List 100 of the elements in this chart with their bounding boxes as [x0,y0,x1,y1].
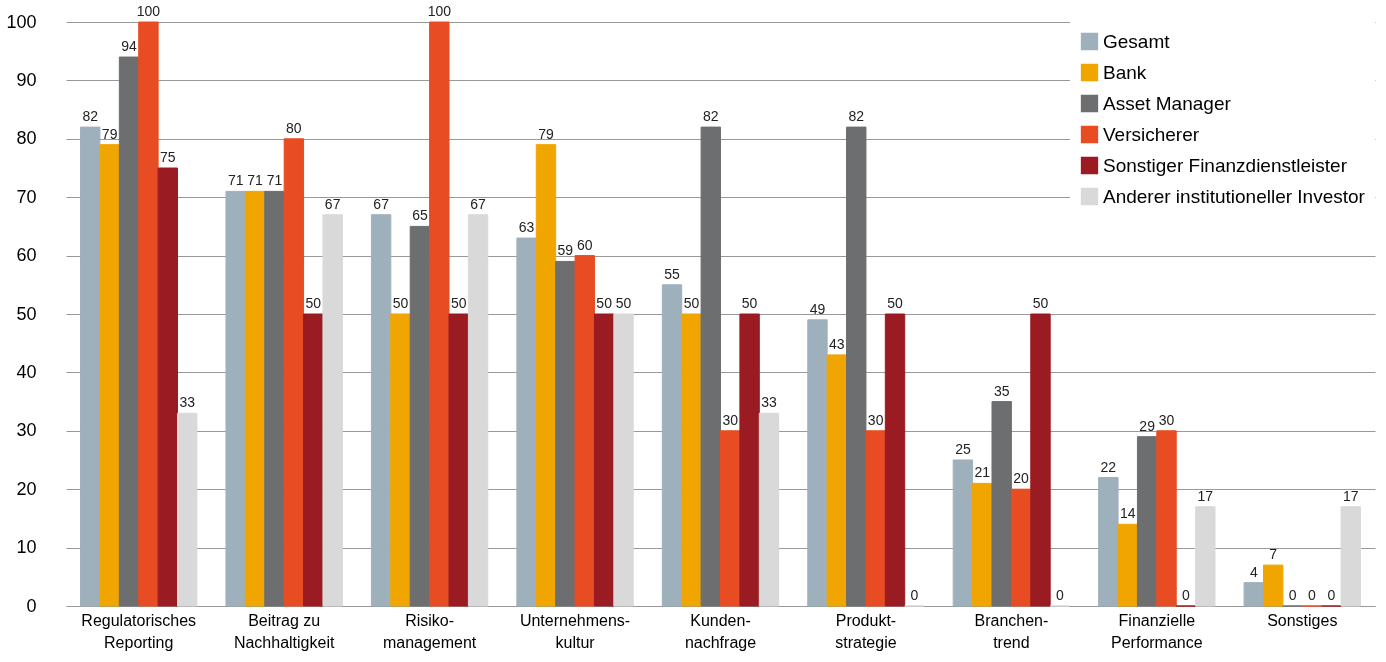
bar [1243,582,1264,607]
bar [1195,506,1216,607]
y-tick-label: 40 [16,361,37,382]
bar [1098,477,1119,607]
bar [244,190,266,607]
data-label: 50 [392,295,409,311]
bar [177,412,198,607]
data-label: 49 [809,300,826,317]
x-tick-label: Risiko- management [382,611,477,651]
y-tick-label: 90 [16,69,37,90]
data-label: 82 [703,108,719,125]
x-tick-label: Sonstiges [1267,611,1338,629]
x-tick-label: Branchen- trend [974,611,1049,651]
data-label: 22 [1100,458,1117,475]
data-label: 35 [993,382,1010,399]
data-label: 100 [427,3,452,19]
bar [739,313,760,607]
bar [390,313,411,607]
data-label: 21 [974,464,991,481]
data-label: 50 [887,295,904,311]
legend-label: Versicherer [1103,123,1200,145]
bar [80,126,101,607]
bar [593,313,615,607]
bar [370,214,392,607]
data-label: 30 [867,411,884,428]
data-label: 0 [1327,587,1336,603]
bar [1030,313,1051,607]
bar [1010,488,1032,607]
legend-label: Asset Manager [1103,92,1232,114]
data-label: 71 [247,172,264,189]
bar [138,21,159,607]
data-label: 80 [286,119,302,136]
data-label: 17 [1197,487,1214,504]
data-label: 75 [160,149,176,165]
data-label: 50 [741,295,758,311]
data-label: 82 [848,108,865,125]
bar [409,225,431,607]
x-tick-label: Finanzielle Performance [1111,611,1203,651]
data-label: 33 [179,394,196,411]
bar [516,237,537,607]
bar [555,260,576,607]
data-label: 33 [761,394,777,411]
bar [303,313,324,607]
y-tick-label: 20 [16,478,37,499]
data-label: 79 [101,125,118,142]
data-label: 79 [538,125,554,142]
bar [846,126,867,607]
x-tick-label: Produkt- strategie [835,611,897,651]
data-label: 25 [955,441,971,457]
data-label: 30 [722,411,739,428]
data-label: 67 [373,195,390,212]
bar [661,284,683,607]
data-label: 43 [829,335,845,352]
bar [1340,506,1361,607]
data-label: 50 [305,295,322,311]
bar [1136,436,1158,607]
x-tick-label: Unternehmens- kultur [519,611,631,651]
data-label: 82 [82,108,99,125]
data-label: 0 [910,587,919,603]
data-label: 65 [412,207,428,224]
data-label: 4 [1249,563,1258,580]
data-label: 14 [1119,505,1136,522]
bar [535,144,557,607]
x-tick-label: Kunden- nachfrage [684,611,757,651]
data-label: 59 [557,242,574,259]
y-tick-label: 0 [26,595,37,616]
data-label: 55 [664,265,681,282]
legend-label: Bank [1103,61,1147,83]
bar [1262,564,1284,607]
bar [613,313,634,607]
bar [574,255,595,607]
data-label: 50 [450,295,467,311]
data-label: 67 [470,195,487,212]
bar [118,56,140,607]
data-label: 50 [683,295,700,311]
bar [264,190,285,607]
bar [884,313,906,607]
data-label: 29 [1139,417,1156,434]
data-label: 0 [1182,587,1191,603]
bar [865,430,886,607]
data-label: 0 [1055,587,1064,603]
bar [283,138,305,607]
bar [720,430,741,607]
bar [1117,523,1138,607]
bar [758,412,780,607]
data-label: 60 [576,236,593,253]
bar [429,21,450,607]
data-label: 0 [1288,587,1297,603]
legend-label: Sonstiger Finanzdienstleister [1103,154,1348,176]
bar [972,482,993,607]
bar [225,190,246,607]
bar [448,313,469,607]
bar [157,167,179,607]
y-tick-label: 70 [16,186,37,207]
data-label: 30 [1158,411,1175,428]
data-label: 67 [324,195,341,212]
bar [807,319,828,607]
legend-label: Anderer institutioneller Investor [1103,185,1366,207]
x-tick-label: Beitrag zu Nachhaltigkeit [233,611,335,651]
bar [700,126,721,607]
